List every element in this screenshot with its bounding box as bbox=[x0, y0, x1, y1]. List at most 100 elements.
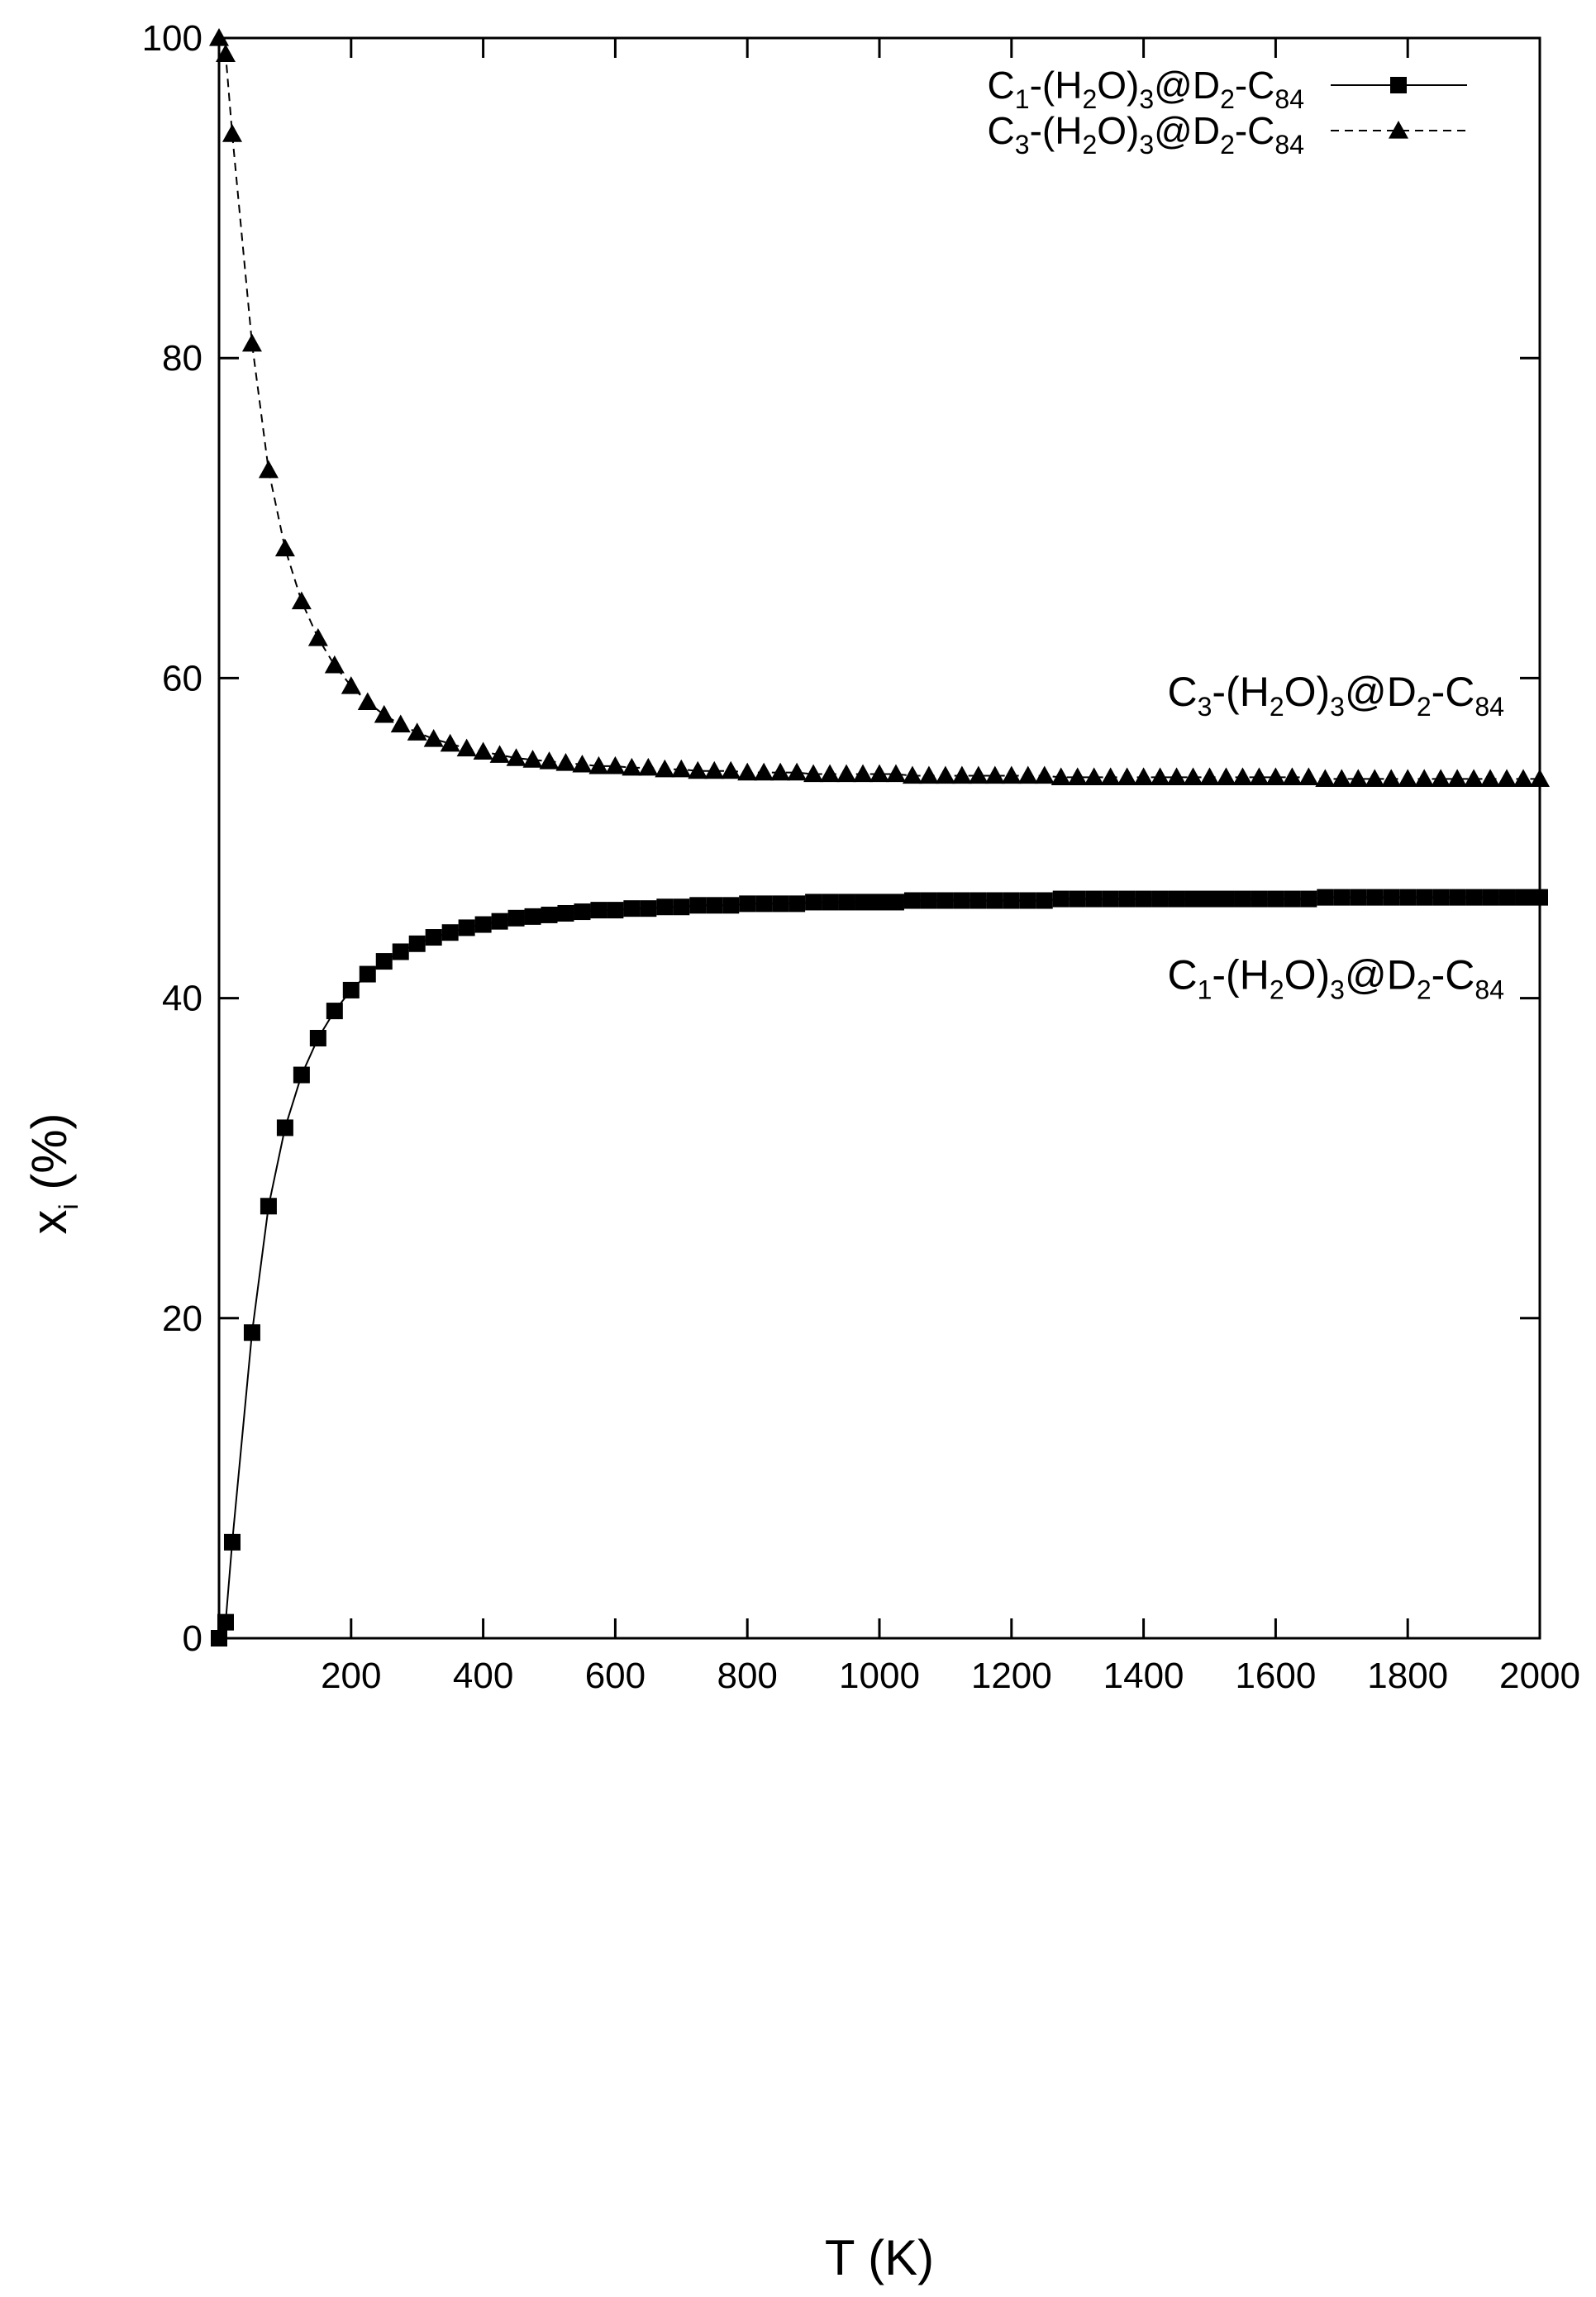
data-point bbox=[258, 460, 279, 479]
y-axis-title-main: x bbox=[21, 1210, 77, 1235]
data-point bbox=[1199, 767, 1220, 786]
data-point bbox=[1217, 890, 1235, 908]
data-point bbox=[489, 745, 510, 763]
data-point bbox=[722, 897, 740, 914]
data-point bbox=[1399, 889, 1417, 906]
data-point bbox=[1416, 889, 1433, 906]
data-point bbox=[607, 902, 624, 919]
data-point bbox=[1284, 890, 1301, 908]
data-point bbox=[241, 333, 262, 352]
data-point bbox=[1480, 769, 1501, 787]
y-axis-title: xi (%) bbox=[21, 1113, 83, 1234]
data-point bbox=[1051, 767, 1071, 786]
data-point bbox=[1300, 890, 1317, 908]
data-point bbox=[458, 919, 475, 936]
data-point bbox=[1515, 889, 1532, 906]
data-point bbox=[968, 765, 989, 784]
y-tick-label: 40 bbox=[162, 979, 202, 1019]
data-point bbox=[425, 929, 442, 946]
data-point bbox=[1366, 889, 1384, 906]
data-point bbox=[1333, 889, 1351, 906]
data-point bbox=[1067, 767, 1088, 786]
data-point bbox=[407, 722, 427, 741]
legend-entry-label: C1-(H2O)3@D2-C84 bbox=[988, 64, 1304, 114]
data-point bbox=[640, 900, 657, 917]
data-point bbox=[1265, 767, 1286, 786]
data-point bbox=[1348, 769, 1369, 787]
data-point bbox=[1317, 889, 1334, 906]
data-point bbox=[1498, 889, 1516, 906]
series-line bbox=[218, 896, 1540, 1639]
svg-text:xi (%): xi (%) bbox=[21, 1113, 83, 1234]
data-point bbox=[903, 892, 921, 909]
x-tick-label: 600 bbox=[585, 1656, 646, 1696]
data-point bbox=[222, 124, 242, 142]
data-point bbox=[217, 1613, 234, 1631]
data-point bbox=[739, 895, 756, 913]
data-point bbox=[936, 892, 954, 909]
data-point bbox=[408, 935, 426, 952]
data-point bbox=[1133, 767, 1154, 786]
x-tick-label: 1600 bbox=[1235, 1656, 1316, 1696]
data-point bbox=[1449, 889, 1466, 906]
data-point bbox=[276, 1119, 293, 1137]
data-point bbox=[1001, 765, 1022, 784]
data-point bbox=[274, 538, 295, 557]
data-point bbox=[970, 892, 987, 909]
data-point bbox=[920, 892, 937, 909]
legend-marker bbox=[1389, 121, 1408, 139]
data-point bbox=[1036, 892, 1053, 909]
data-point bbox=[869, 764, 889, 783]
data-point bbox=[291, 591, 312, 610]
data-point bbox=[1383, 889, 1400, 906]
series-layer bbox=[209, 28, 1550, 1647]
data-point bbox=[541, 906, 558, 923]
data-point bbox=[918, 765, 939, 784]
x-tick-label: 1800 bbox=[1367, 1656, 1448, 1696]
y-tick-label: 80 bbox=[162, 338, 202, 379]
data-point bbox=[1532, 889, 1548, 906]
data-point bbox=[836, 764, 857, 783]
data-point bbox=[1530, 769, 1550, 787]
data-point bbox=[1151, 890, 1169, 908]
data-point bbox=[1017, 765, 1038, 784]
data-point bbox=[1465, 889, 1483, 906]
legend-marker bbox=[1390, 77, 1407, 93]
data-point bbox=[1117, 767, 1137, 786]
data-point bbox=[1118, 890, 1136, 908]
y-tick-label: 20 bbox=[162, 1299, 202, 1339]
data-point bbox=[473, 741, 493, 760]
data-point bbox=[441, 924, 459, 941]
x-axis-title: T (K) bbox=[825, 2230, 934, 2285]
data-point bbox=[902, 765, 922, 784]
curve-label: C1-(H2O)3@D2-C84 bbox=[1168, 952, 1505, 1005]
data-point bbox=[557, 904, 574, 922]
y-tick-label: 60 bbox=[162, 658, 202, 698]
data-point bbox=[673, 898, 690, 916]
data-point bbox=[1216, 767, 1236, 786]
data-point bbox=[1249, 767, 1270, 786]
data-point bbox=[623, 900, 641, 917]
data-point bbox=[770, 762, 791, 781]
data-point bbox=[1298, 767, 1319, 786]
y-axis-ticks: 0 20 40 60 80 100 bbox=[142, 18, 1540, 1659]
data-point bbox=[984, 765, 1005, 784]
data-point bbox=[1084, 767, 1104, 786]
data-point bbox=[341, 676, 361, 694]
x-tick-label: 2000 bbox=[1499, 1656, 1580, 1696]
data-point bbox=[590, 902, 607, 919]
data-point bbox=[1069, 890, 1086, 908]
data-point bbox=[1168, 890, 1185, 908]
series-line bbox=[218, 37, 1540, 780]
data-point bbox=[1150, 767, 1170, 786]
data-point bbox=[1464, 769, 1484, 787]
data-point bbox=[1232, 767, 1253, 786]
x-tick-label: 1200 bbox=[971, 1656, 1052, 1696]
series-1 bbox=[211, 889, 1548, 1647]
data-point bbox=[953, 892, 970, 909]
data-point bbox=[588, 755, 609, 774]
data-point bbox=[1497, 769, 1517, 787]
data-point bbox=[853, 764, 874, 783]
data-point bbox=[260, 1198, 277, 1215]
data-point bbox=[1282, 767, 1303, 786]
